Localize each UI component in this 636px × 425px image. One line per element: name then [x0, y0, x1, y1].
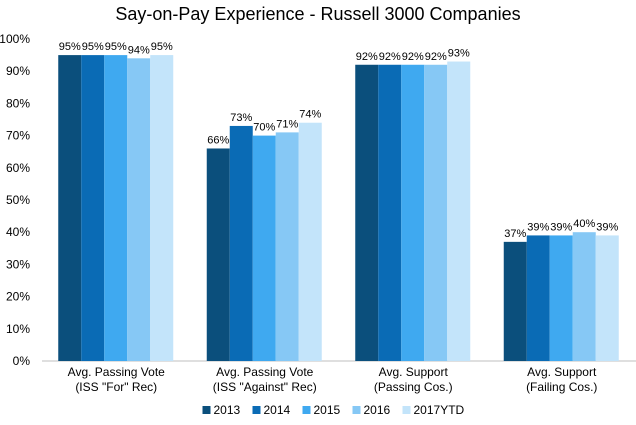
legend-label: 2017YTD [414, 403, 465, 417]
data-label: 73% [230, 112, 252, 124]
data-label: 40% [573, 218, 595, 230]
legend-swatch [402, 406, 411, 414]
y-tick-label: 70% [6, 129, 30, 143]
x-category-label: (ISS "For" Rec) [75, 380, 157, 394]
bar [447, 61, 471, 361]
legend-label: 2014 [264, 403, 291, 417]
data-label: 95% [82, 41, 104, 53]
legend-swatch [202, 406, 211, 414]
data-label: 39% [527, 221, 549, 233]
data-label: 71% [276, 118, 298, 130]
bar [378, 64, 402, 361]
data-label: 94% [128, 44, 150, 56]
bar [298, 122, 322, 361]
y-tick-label: 100% [0, 32, 30, 46]
bar [424, 64, 448, 361]
bar [252, 135, 276, 361]
y-tick-label: 40% [6, 225, 30, 239]
bar [355, 64, 379, 361]
bar [229, 125, 253, 361]
y-tick-label: 80% [6, 96, 30, 110]
legend-label: 2016 [364, 403, 391, 417]
x-category-label: (Passing Cos.) [374, 380, 453, 394]
bar [104, 55, 128, 361]
x-category-label: Avg. Support [379, 365, 449, 379]
data-label: 66% [207, 134, 229, 146]
x-category-label: (Failing Cos.) [526, 380, 597, 394]
bar [58, 55, 82, 361]
bar [526, 235, 550, 361]
y-tick-label: 20% [6, 290, 30, 304]
bar [150, 55, 174, 361]
data-label: 95% [105, 41, 127, 53]
y-tick-label: 50% [6, 193, 30, 207]
bar [81, 55, 105, 361]
legend-label: 2013 [214, 403, 241, 417]
x-category-label: (ISS "Against" Rec) [213, 380, 317, 394]
legend-label: 2015 [314, 403, 341, 417]
y-tick-label: 0% [13, 354, 31, 368]
legend-swatch [302, 406, 311, 414]
bar [503, 241, 527, 361]
bar [549, 235, 573, 361]
x-category-label: Avg. Passing Vote [68, 365, 166, 379]
y-tick-label: 30% [6, 257, 30, 271]
bar [275, 132, 299, 361]
bar [206, 148, 230, 361]
data-label: 92% [425, 51, 447, 63]
y-tick-label: 90% [6, 64, 30, 78]
data-label: 74% [299, 109, 321, 121]
data-label: 70% [253, 122, 275, 134]
y-tick-label: 10% [6, 322, 30, 336]
data-label: 92% [356, 51, 378, 63]
bar [127, 58, 151, 361]
legend-swatch [352, 406, 361, 414]
bar [401, 64, 425, 361]
x-category-label: Avg. Support [527, 365, 597, 379]
y-tick-label: 60% [6, 161, 30, 175]
data-label: 93% [448, 48, 470, 60]
legend-swatch [252, 406, 261, 414]
data-label: 39% [550, 221, 572, 233]
chart-title: Say-on-Pay Experience - Russell 3000 Com… [115, 4, 521, 24]
data-label: 95% [59, 41, 81, 53]
data-label: 37% [504, 228, 526, 240]
data-label: 39% [596, 221, 618, 233]
bar [572, 232, 596, 361]
data-label: 95% [151, 41, 173, 53]
data-label: 92% [402, 51, 424, 63]
bar [595, 235, 619, 361]
x-category-label: Avg. Passing Vote [216, 365, 314, 379]
data-label: 92% [379, 51, 401, 63]
